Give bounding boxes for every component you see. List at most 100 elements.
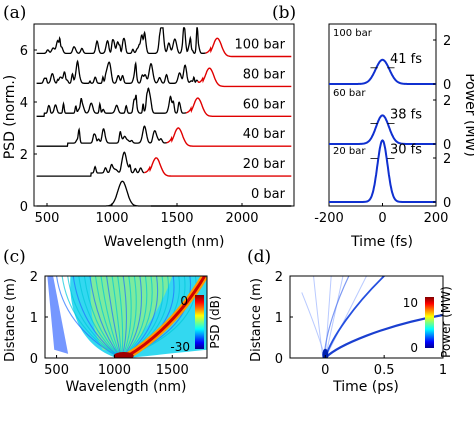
panel-b-pulse — [329, 58, 436, 85]
panel-c-fringe — [78, 276, 119, 357]
panel-c-xtick-label: 1000 — [98, 363, 131, 378]
panel-label-d: (d) — [247, 247, 271, 267]
panel-d-xtick-label: 0.5 — [374, 363, 395, 378]
panel-c-pump-hotspot — [113, 351, 134, 358]
panel-c-fringe — [61, 276, 118, 357]
panel-label-b: (b) — [272, 3, 296, 23]
panel-c-ytick-label: 1 — [30, 311, 38, 326]
panel-b-pulse — [329, 139, 436, 203]
panel-a-trace-black — [36, 87, 186, 117]
panel-d-colorbar-tick-0: 10 — [403, 296, 418, 310]
panel-c-ylabel: Distance (m) — [3, 278, 18, 362]
panel-b-xtick-label: -200 — [314, 211, 344, 226]
panel-d-xlabel: Time (ps) — [332, 379, 399, 395]
panel-d-input-pulse — [322, 348, 329, 358]
panel-a-trace-black — [36, 59, 199, 84]
panel-c-fringe — [106, 276, 122, 357]
panel-a-series-label: 40 bar — [243, 127, 286, 142]
panel-b-duration-label: 38 fs — [390, 107, 422, 122]
panel-c-colorbar — [195, 295, 204, 349]
panel-c: 0 -30 PSD (dB) 500 1000 1500 0 1 2 Wavelength… — [3, 270, 222, 395]
panel-b-ytick-label: 2 — [443, 152, 451, 167]
panel-c-fringe — [122, 276, 137, 357]
panel-c-fringe — [123, 276, 148, 357]
panel-c-fringe — [117, 276, 124, 356]
panel-d-ylabel: Distance (m) — [249, 278, 264, 362]
panel-a-xlabel: Wavelength (nm) — [104, 234, 225, 250]
panel-b-ytick-label: 2 — [443, 94, 451, 109]
panel-c-xtick-label: 1500 — [156, 363, 189, 378]
panel-a-traces: 0 bar 20 bar 40 bar 60 bar 80 bar 100 bar — [36, 27, 292, 207]
panel-a-series-label: 20 bar — [243, 157, 286, 172]
panel-a-series-label: 60 bar — [243, 97, 286, 112]
panel-c-blue-edge — [47, 276, 69, 354]
panel-b-traces: 41 fs 100 bar 38 fs 60 bar 30 fs 20 bar — [329, 28, 436, 203]
panel-d-ytick-label: 1 — [275, 311, 283, 326]
panel-c-fringe — [72, 276, 119, 357]
panel-b-series-label: 20 bar — [333, 146, 366, 157]
panel-c-colorbar-tick-0: 0 — [180, 294, 188, 308]
panel-c-fringe — [123, 276, 143, 357]
panel-d-ytick-label: 2 — [275, 270, 283, 285]
panel-c-fringe — [56, 276, 118, 357]
panel-b-ylabel: Power (MW) — [462, 73, 474, 157]
panel-c-heatmap — [47, 276, 207, 358]
panel-a: 0 bar 20 bar 40 bar 60 bar 80 bar 100 bar 500… — [2, 23, 295, 250]
panel-c-xtick-label: 500 — [44, 363, 69, 378]
panel-b-series-label: 100 bar — [333, 28, 373, 39]
panel-a-trace-red — [197, 67, 292, 88]
panel-c-fringe — [94, 276, 121, 357]
panel-a-trace-black — [36, 180, 151, 207]
panel-b-duration-label: 30 fs — [390, 142, 422, 157]
panel-c-ytick-label: 2 — [30, 270, 38, 285]
panel-d-xtick-label: 0 — [321, 363, 329, 378]
panel-c-ytick-label: 0 — [30, 352, 38, 367]
panel-d-soliton-1 — [324, 313, 443, 358]
panel-c-fringe — [111, 276, 122, 356]
panel-label-a: (a) — [3, 3, 26, 23]
panel-d-heatmap — [301, 276, 443, 358]
panel-c-fringe — [89, 276, 120, 357]
panel-c-fringe — [100, 276, 121, 357]
panel-a-trace-black — [36, 125, 167, 147]
panel-a-trace-red — [185, 97, 292, 117]
panel-d-soliton-2 — [324, 276, 385, 358]
panel-c-colorbar-tick-1: -30 — [170, 340, 190, 354]
panel-d-background — [290, 276, 443, 358]
panel-a-trace-red — [166, 127, 292, 147]
panel-a-ylabel: PSD (norm.) — [2, 75, 18, 160]
panel-b: 41 fs 100 bar 38 fs 60 bar 30 fs 20 bar -200 0… — [314, 23, 474, 250]
panel-c-fringe — [121, 276, 128, 357]
panel-b-xlabel: Time (fs) — [350, 234, 413, 250]
panel-a-series-label: 80 bar — [243, 67, 286, 82]
panel-d-colorbar-tick-1: 0 — [410, 341, 418, 355]
panel-b-ytick-label: 0 — [443, 138, 451, 153]
panel-c-fringe — [124, 276, 153, 357]
panel-a-trace-red — [144, 157, 292, 177]
panel-a-series-label: 100 bar — [234, 38, 285, 53]
panel-c-colorbar-label: PSD (dB) — [208, 295, 222, 348]
panel-c-fringe — [122, 276, 132, 357]
panel-c-fringe — [67, 276, 118, 357]
panel-d-ytick-label: 0 — [275, 352, 283, 367]
panel-a-trace-red — [205, 37, 292, 58]
panel-d-colorbar-label: Power (MW) — [439, 286, 453, 358]
panel-b-series-label: 60 bar — [333, 88, 366, 99]
panel-a-series-label: 0 bar — [251, 187, 286, 202]
panel-c-xlabel: Wavelength (nm) — [66, 379, 187, 395]
panel-d-dispersive-wave — [313, 276, 324, 358]
panel-b-pulse — [329, 114, 436, 145]
panel-d-xtick-label: 1 — [439, 363, 447, 378]
panel-a-ytick-label: 0 — [20, 200, 28, 215]
panel-a-ticks: 500 1000 1500 2000 0 2 4 6 — [20, 44, 259, 226]
panel-a-ytick-label: 4 — [20, 96, 28, 111]
panel-a-trace-black — [36, 27, 206, 55]
panel-label-c: (c) — [3, 247, 26, 267]
panel-a-ytick-label: 2 — [20, 148, 28, 163]
panel-a-xtick-label: 1500 — [160, 211, 193, 226]
panel-b-ytick-label: 0 — [443, 196, 451, 211]
